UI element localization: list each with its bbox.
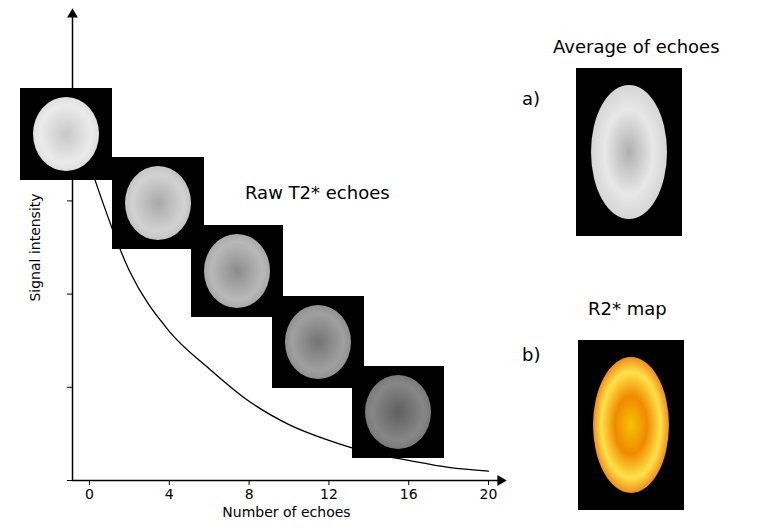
html-text:R2* map: R2* map	[588, 298, 667, 319]
svg-text:0: 0	[85, 486, 94, 502]
svg-text:12: 12	[320, 486, 338, 502]
svg-text:Signal intensity: Signal intensity	[27, 193, 43, 301]
svg-text:Number of echoes: Number of echoes	[222, 504, 350, 520]
svg-text:20: 20	[480, 486, 498, 502]
svg-text:8: 8	[245, 486, 254, 502]
html-text:Average of echoes: Average of echoes	[553, 36, 720, 57]
html-text:b): b)	[522, 344, 541, 365]
svg-text:16: 16	[400, 486, 418, 502]
html-text:a): a)	[522, 88, 541, 109]
svg-text:4: 4	[165, 486, 174, 502]
html-text:Raw T2* echoes: Raw T2* echoes	[245, 182, 390, 203]
